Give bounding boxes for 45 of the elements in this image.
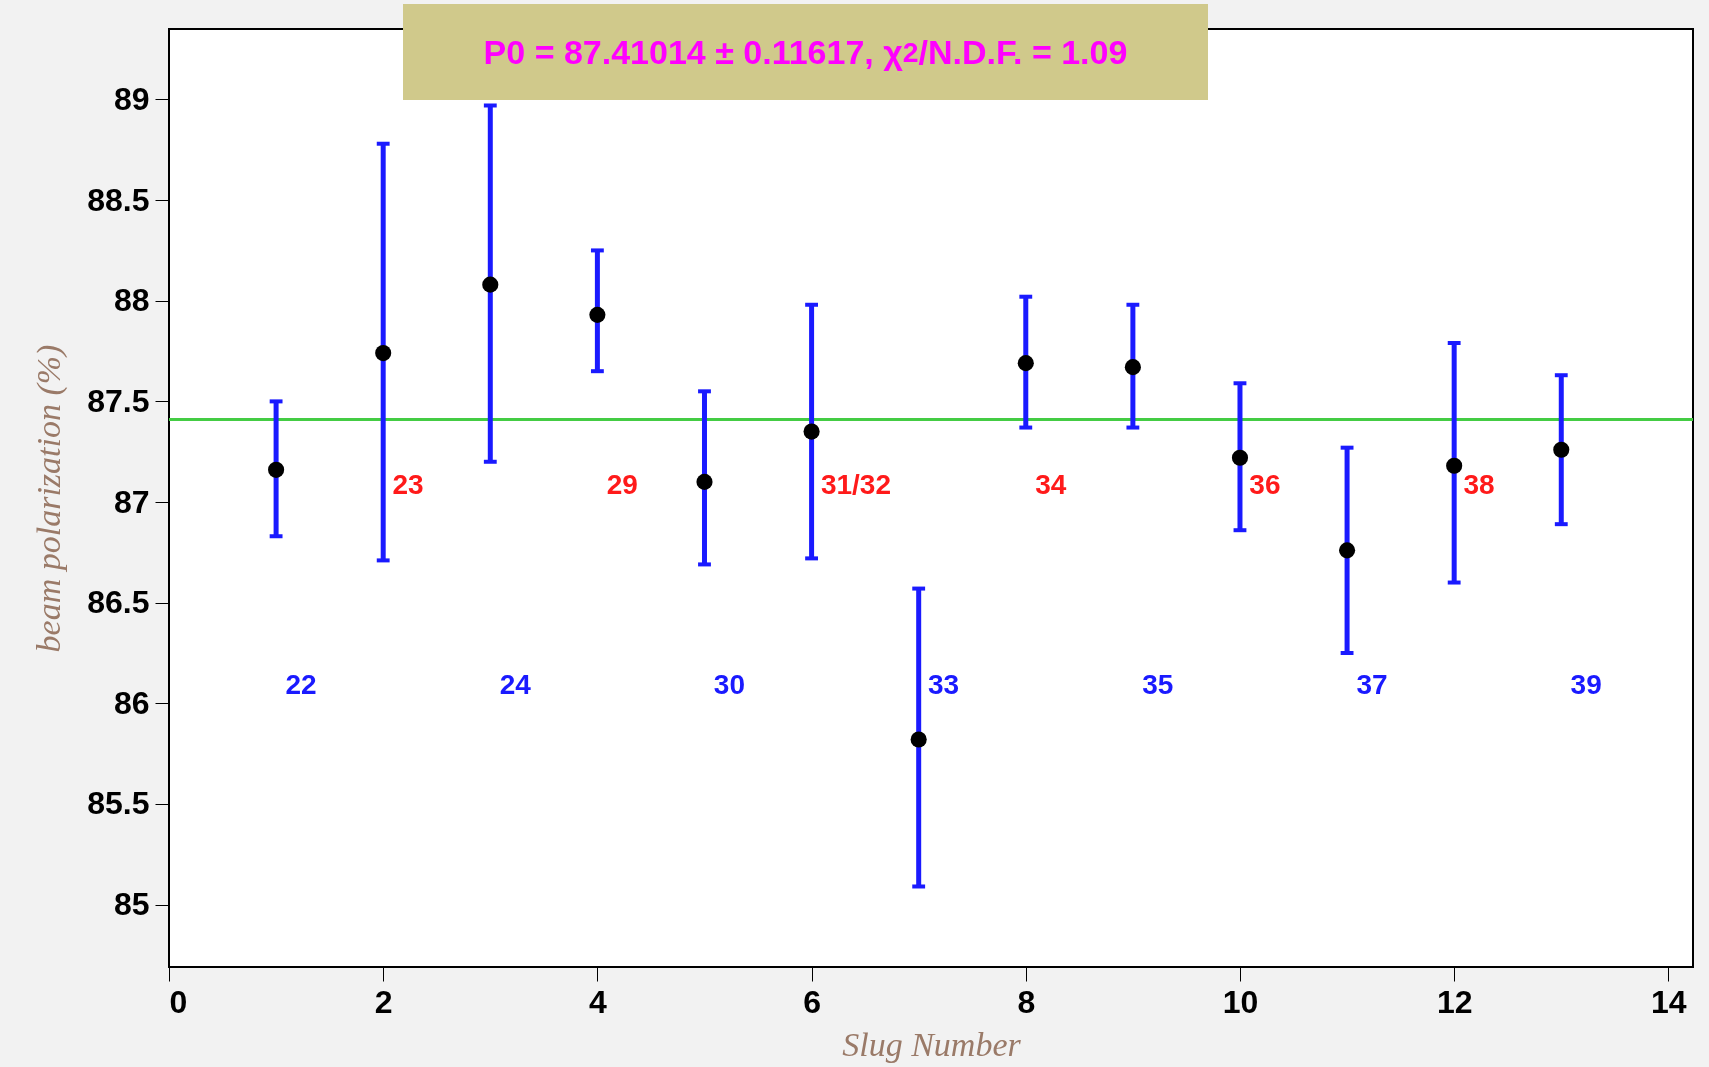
x-tick-label: 10 [1222,983,1259,1020]
annotation: 36 [1249,469,1281,500]
y-tick-label: 87.5 [87,382,150,419]
annotation: 23 [392,469,424,500]
y-tick-label: 88 [113,282,150,319]
x-axis-title: Slug Number [842,1025,1022,1063]
point [589,306,606,323]
x-tick-label: 12 [1436,983,1473,1020]
y-axis-title: beam polarization (%) [30,344,69,653]
point [1124,359,1141,376]
y-tick-label: 89 [113,80,150,117]
y-tick-label: 85 [113,886,150,923]
annotation: 37 [1356,669,1388,700]
annotation: 34 [1035,469,1067,500]
point [910,731,927,748]
point [375,345,392,362]
annotation: 30 [713,669,745,700]
point [482,276,499,293]
point [803,423,820,440]
y-tick-label: 87 [113,483,150,520]
annotation: 35 [1142,669,1174,700]
y-tick-label: 86 [113,684,150,721]
point [1231,449,1249,466]
annotation: 38 [1463,469,1495,500]
point [1553,441,1570,458]
x-tick-label: 8 [1017,983,1036,1020]
x-tick-label: 4 [588,983,607,1020]
annotation: 22 [285,669,317,700]
annotation: 29 [606,469,638,500]
x-tick-label: 14 [1651,983,1687,1020]
annotation: 33 [928,669,960,700]
annotation: 39 [1570,669,1602,700]
y-tick-label: 86.5 [87,584,150,621]
x-tick-label: 6 [803,983,821,1020]
x-tick-label: 2 [374,983,393,1020]
point [1017,355,1034,372]
point [1339,542,1356,559]
point [696,473,713,490]
x-tick-label: 0 [169,983,188,1020]
annotation: 31/32 [820,469,892,500]
y-tick-label: 88.5 [87,181,150,218]
y-tick-label: 85.5 [87,785,150,822]
point [1446,457,1463,474]
annotation: 24 [499,669,532,700]
point [268,461,285,478]
